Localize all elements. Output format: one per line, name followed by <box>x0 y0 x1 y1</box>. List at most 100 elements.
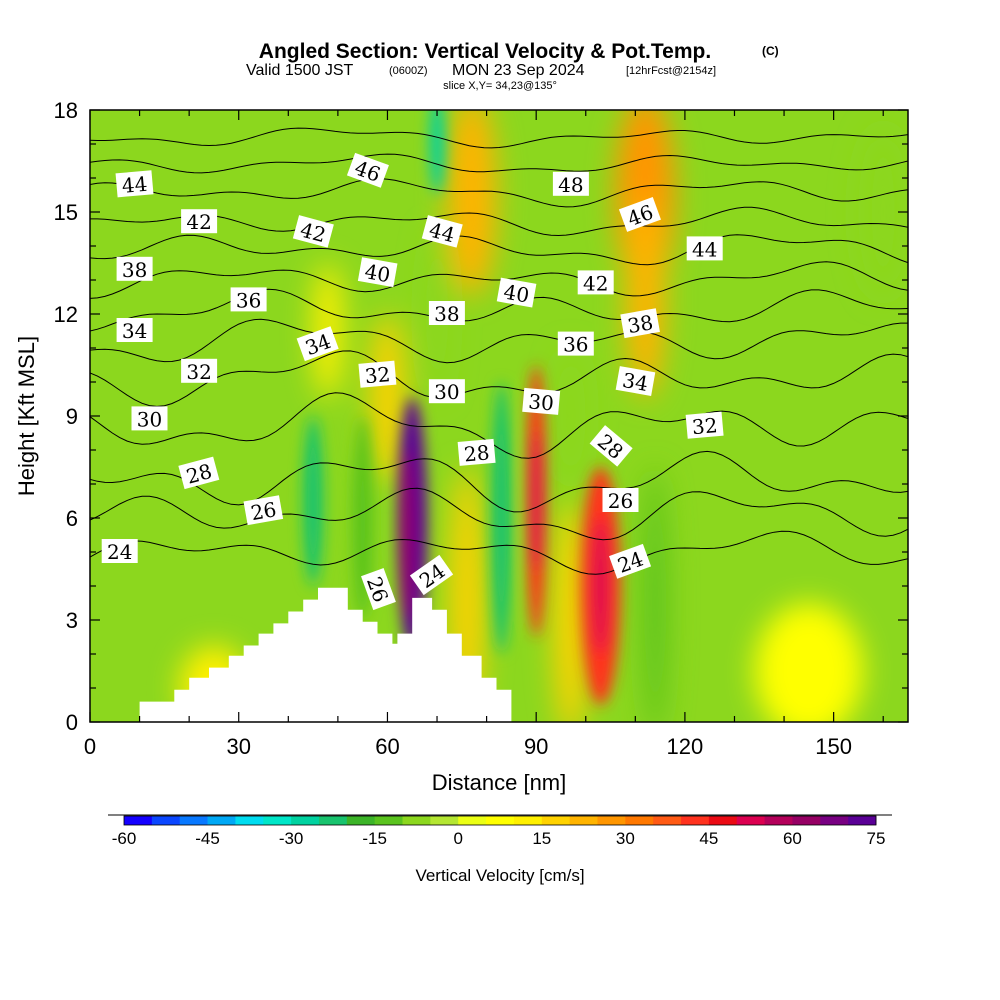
contour-label-box <box>101 539 138 563</box>
colorbar-tick-label: 60 <box>783 829 802 848</box>
contour-label-box <box>178 456 220 490</box>
y-tick-label: 18 <box>54 98 78 123</box>
contour-label: 38 <box>620 308 660 339</box>
contour-label: 32 <box>358 360 397 388</box>
contour-label: 38 <box>116 256 153 282</box>
slice-info: slice X,Y= 34,23@135° <box>443 80 557 92</box>
contour-label: 44 <box>686 236 723 261</box>
contour-label: 30 <box>131 406 168 431</box>
contour-label-box <box>116 256 153 281</box>
contour-label-box <box>116 318 153 342</box>
contour-label-box <box>618 197 661 232</box>
velocity-cell <box>303 416 324 586</box>
contour-label: 34 <box>615 366 656 396</box>
velocity-cell <box>352 416 373 620</box>
velocity-cell <box>531 433 542 569</box>
contour-label: 48 <box>552 171 589 197</box>
contour-label-box <box>620 308 660 339</box>
contour-label-text: 48 <box>558 173 583 197</box>
x-tick-label: 150 <box>815 734 852 759</box>
contour-label: 26 <box>243 495 284 525</box>
colorbar-tick-label: 0 <box>453 829 462 848</box>
x-tick-label: 60 <box>375 734 399 759</box>
contour-label-text: 32 <box>186 360 211 384</box>
contour-label-box <box>428 301 465 325</box>
x-axis-ticks: 0 30 60 90 120 150 <box>84 110 884 759</box>
contour-label-text: 34 <box>122 319 147 343</box>
contour-label-box <box>522 387 561 415</box>
contour-label-text: 36 <box>236 288 261 312</box>
contour-label-box <box>686 236 723 261</box>
contour-label-text: 30 <box>434 380 459 404</box>
colorbar-swatch <box>736 816 765 825</box>
contour-label: 44 <box>115 170 154 198</box>
contour-label-text: 26 <box>249 497 278 525</box>
colorbar-swatch <box>430 816 459 825</box>
contour-label-box <box>685 411 724 439</box>
x-tick-label: 120 <box>667 734 704 759</box>
contour-label: 32 <box>685 411 724 439</box>
contour-label: 30 <box>428 379 465 404</box>
velocity-cell <box>593 518 609 654</box>
contour-label-box <box>421 215 463 248</box>
colorbar-tick-label: 75 <box>867 829 886 848</box>
colorbar-swatch <box>597 816 626 825</box>
contour-label-text: 26 <box>608 489 633 513</box>
contour-label-box <box>181 358 218 383</box>
contour-label: 42 <box>181 209 218 234</box>
colorbar-swatch <box>263 816 292 825</box>
x-axis-label: Distance [nm] <box>432 770 567 795</box>
contour-label-box <box>131 406 168 431</box>
contour-label-box <box>296 326 339 362</box>
contour-label-box <box>115 170 154 198</box>
contour-label-box <box>230 287 267 312</box>
theta-contour-line <box>90 288 908 332</box>
velocity-cell <box>553 501 589 722</box>
contour-label-text: 42 <box>583 271 608 295</box>
contour-label-box <box>557 331 594 356</box>
contour-label-box <box>496 277 537 308</box>
theta-contour-line <box>90 127 908 149</box>
x-tick-label: 30 <box>226 734 250 759</box>
theta-contour-line <box>90 234 908 266</box>
colorbar-swatch <box>653 816 682 825</box>
contour-label-text: 38 <box>122 258 147 282</box>
valid-utc: (0600Z) <box>389 65 428 77</box>
contour-label: 46 <box>346 152 389 188</box>
colorbar-tick-labels: -60 -45 -30 -15 0 15 30 45 60 75 <box>112 829 886 848</box>
colorbar-tick-label: -15 <box>362 829 387 848</box>
velocity-cell <box>556 348 586 484</box>
contour-label-text: 32 <box>364 362 391 388</box>
colorbar-swatch <box>708 816 738 825</box>
colorbar-tick-label: 30 <box>616 829 635 848</box>
colorbar-swatch <box>151 816 181 825</box>
valid-date: MON 23 Sep 2024 <box>452 62 585 79</box>
colorbar-swatch <box>541 816 571 825</box>
contour-label-text: 44 <box>692 237 717 261</box>
contour-label: 40 <box>496 277 537 308</box>
colorbar-swatch <box>764 816 793 825</box>
contour-label-box <box>602 488 639 512</box>
contour-label-text: 28 <box>463 440 490 466</box>
velocity-cell <box>370 314 405 484</box>
contour-label-box <box>409 554 454 596</box>
colorbar-swatch <box>124 816 153 825</box>
contour-label-box <box>346 152 389 188</box>
contour-label-box <box>589 425 633 467</box>
velocity-cell <box>401 450 414 620</box>
contour-label: 40 <box>357 257 398 287</box>
colorbar-frame <box>123 815 877 826</box>
contour-label-text: 44 <box>121 172 148 198</box>
contour-label-box <box>577 270 614 295</box>
contour-label-text: 38 <box>434 302 459 326</box>
contour-label-box <box>552 171 589 196</box>
theta-contour-line <box>90 206 908 237</box>
forecast-info: [12hrFcst@2154z] <box>626 65 716 77</box>
colorbar-swatch <box>291 816 320 825</box>
theta-contour-line <box>90 261 908 299</box>
contour-label: 42 <box>577 270 614 295</box>
